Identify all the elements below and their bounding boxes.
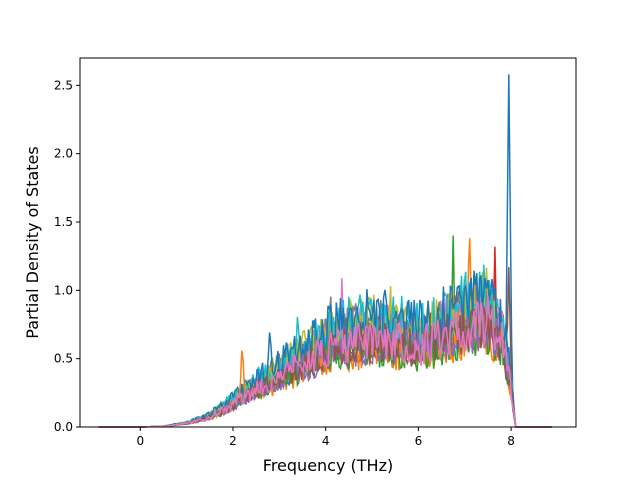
y-tick-label: 0.0 (54, 420, 73, 434)
x-axis-label: Frequency (THz) (263, 456, 393, 475)
x-tick-label: 4 (322, 434, 330, 448)
plot-frame (79, 57, 577, 428)
y-tick-label: 2.5 (54, 78, 73, 92)
y-tick-label: 1.5 (54, 215, 73, 229)
x-tick-label: 0 (136, 434, 144, 448)
y-tick-label: 1.0 (54, 283, 73, 297)
series-layer (98, 74, 552, 428)
y-axis: 0.0 0.5 1.0 1.5 2.0 2.5 (54, 78, 80, 434)
series-line (98, 295, 552, 428)
x-tick-label: 2 (229, 434, 237, 448)
y-axis-label: Partial Density of States (23, 146, 42, 338)
y-tick-label: 2.0 (54, 147, 73, 161)
y-tick-label: 0.5 (54, 352, 73, 366)
x-tick-label: 8 (507, 434, 515, 448)
x-axis: 0 2 4 6 8 (136, 427, 515, 448)
series-line (98, 270, 552, 428)
x-tick-label: 6 (415, 434, 423, 448)
